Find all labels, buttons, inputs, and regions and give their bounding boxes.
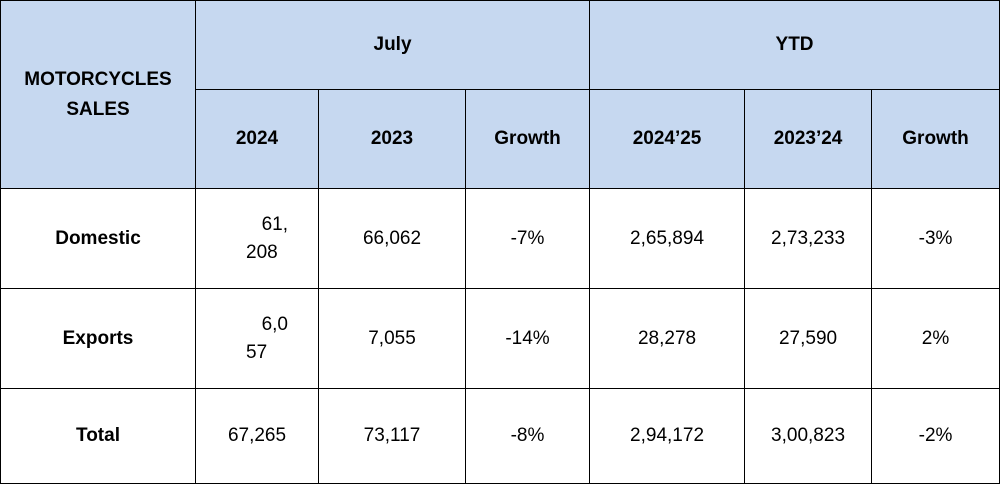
corner-header: MOTORCYCLES SALES	[0, 0, 196, 189]
column-header-ytd-2023-24: 2023’24	[744, 89, 873, 189]
column-header-ytd-2024-25: 2024’25	[589, 89, 746, 189]
row-label-total: Total	[0, 388, 196, 484]
cell-domestic-july-growth: -7%	[464, 188, 591, 289]
cell-total-ytd-growth: -2%	[871, 388, 1000, 484]
corner-header-label: MOTORCYCLES SALES	[24, 68, 172, 120]
group-header-ytd: YTD	[589, 0, 1000, 90]
column-header-july-growth: Growth	[464, 89, 591, 189]
cell-exports-july-growth: -14%	[464, 288, 591, 389]
table-row-domestic: Domestic 61, 208 66,062 -7% 2,65,894 2,7…	[0, 188, 1000, 289]
cell-exports-july-2024: 6,0 57	[195, 288, 319, 389]
cell-exports-ytd-growth: 2%	[871, 288, 1000, 389]
cell-total-ytd-2023-24: 3,00,823	[744, 388, 873, 484]
cell-total-july-2023: 73,117	[318, 388, 466, 484]
table-row-exports: Exports 6,0 57 7,055 -14% 28,278 27,590 …	[0, 288, 1000, 389]
cell-domestic-ytd-2023-24: 2,73,233	[744, 188, 873, 289]
cell-domestic-july-2023: 66,062	[318, 188, 466, 289]
column-header-july-2024: 2024	[195, 89, 319, 189]
cell-total-july-growth: -8%	[464, 388, 591, 484]
cell-total-ytd-2024-25: 2,94,172	[589, 388, 746, 484]
group-header-july: July	[194, 0, 591, 90]
wrapped-value: 61, 208	[216, 211, 298, 267]
value-line-1: 61,	[261, 213, 288, 235]
cell-total-july-2024: 67,265	[195, 388, 319, 484]
cell-domestic-ytd-2024-25: 2,65,894	[589, 188, 746, 289]
cell-exports-july-2023: 7,055	[318, 288, 466, 389]
cell-domestic-july-2024: 61, 208	[195, 188, 319, 289]
group-header-july-label: July	[373, 34, 412, 55]
value-line-2: 57	[246, 341, 268, 363]
row-label-domestic: Domestic	[0, 188, 196, 289]
value-line-2: 208	[246, 241, 278, 263]
cell-exports-ytd-2024-25: 28,278	[589, 288, 746, 389]
cell-exports-ytd-2023-24: 27,590	[744, 288, 873, 389]
row-label-exports: Exports	[0, 288, 196, 389]
column-header-july-2023: 2023	[318, 89, 466, 189]
wrapped-value: 6,0 57	[216, 311, 298, 367]
value-line-1: 6,0	[261, 313, 288, 335]
cell-domestic-ytd-growth: -3%	[871, 188, 1000, 289]
group-header-ytd-label: YTD	[775, 34, 814, 55]
table-row-total: Total 67,265 73,117 -8% 2,94,172 3,00,82…	[0, 388, 1000, 484]
column-header-ytd-growth: Growth	[871, 89, 1000, 189]
